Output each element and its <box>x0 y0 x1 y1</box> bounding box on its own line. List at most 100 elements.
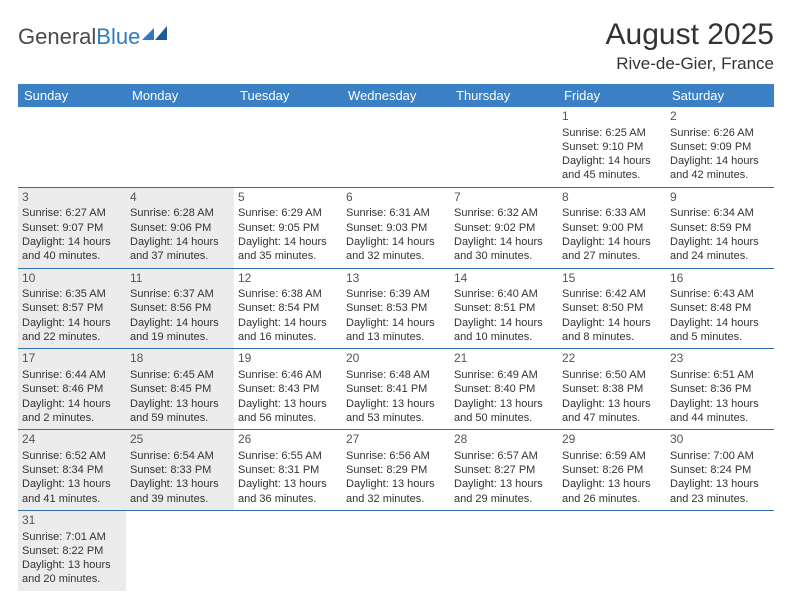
day-number: 22 <box>562 351 662 367</box>
calendar-cell: 30Sunrise: 7:00 AMSunset: 8:24 PMDayligh… <box>666 430 774 511</box>
daylight-text: Daylight: 14 hours and 37 minutes. <box>130 235 230 264</box>
sunset-text: Sunset: 8:40 PM <box>454 382 554 396</box>
sunset-text: Sunset: 8:36 PM <box>670 382 770 396</box>
weekday-header: Friday <box>558 84 666 107</box>
daylight-text: Daylight: 13 hours and 20 minutes. <box>22 558 122 587</box>
daylight-text: Daylight: 13 hours and 32 minutes. <box>346 477 446 506</box>
weekday-header-row: SundayMondayTuesdayWednesdayThursdayFrid… <box>18 84 774 107</box>
sunrise-text: Sunrise: 6:38 AM <box>238 287 338 301</box>
daylight-text: Daylight: 14 hours and 5 minutes. <box>670 316 770 345</box>
sunset-text: Sunset: 8:51 PM <box>454 301 554 315</box>
day-number: 9 <box>670 190 770 206</box>
sunset-text: Sunset: 9:10 PM <box>562 140 662 154</box>
daylight-text: Daylight: 13 hours and 39 minutes. <box>130 477 230 506</box>
daylight-text: Daylight: 13 hours and 47 minutes. <box>562 397 662 426</box>
sunset-text: Sunset: 9:06 PM <box>130 221 230 235</box>
sunset-text: Sunset: 8:27 PM <box>454 463 554 477</box>
daylight-text: Daylight: 14 hours and 13 minutes. <box>346 316 446 345</box>
calendar-cell: 20Sunrise: 6:48 AMSunset: 8:41 PMDayligh… <box>342 349 450 430</box>
calendar-cell: 22Sunrise: 6:50 AMSunset: 8:38 PMDayligh… <box>558 349 666 430</box>
sunset-text: Sunset: 8:34 PM <box>22 463 122 477</box>
day-number: 10 <box>22 271 122 287</box>
day-number: 29 <box>562 432 662 448</box>
sunrise-text: Sunrise: 6:49 AM <box>454 368 554 382</box>
day-number: 19 <box>238 351 338 367</box>
day-number: 1 <box>562 109 662 125</box>
sunset-text: Sunset: 8:46 PM <box>22 382 122 396</box>
sunset-text: Sunset: 8:24 PM <box>670 463 770 477</box>
daylight-text: Daylight: 14 hours and 8 minutes. <box>562 316 662 345</box>
day-number: 12 <box>238 271 338 287</box>
sunrise-text: Sunrise: 6:29 AM <box>238 206 338 220</box>
sunrise-text: Sunrise: 6:45 AM <box>130 368 230 382</box>
sunset-text: Sunset: 8:50 PM <box>562 301 662 315</box>
day-number: 6 <box>346 190 446 206</box>
sunrise-text: Sunrise: 6:48 AM <box>346 368 446 382</box>
day-number: 27 <box>346 432 446 448</box>
sunset-text: Sunset: 9:05 PM <box>238 221 338 235</box>
logo-text-general: General <box>18 24 96 50</box>
calendar-cell: 28Sunrise: 6:57 AMSunset: 8:27 PMDayligh… <box>450 430 558 511</box>
calendar-cell: 19Sunrise: 6:46 AMSunset: 8:43 PMDayligh… <box>234 349 342 430</box>
logo-text-blue: Blue <box>96 24 140 50</box>
sunset-text: Sunset: 9:03 PM <box>346 221 446 235</box>
calendar-row: 10Sunrise: 6:35 AMSunset: 8:57 PMDayligh… <box>18 268 774 349</box>
calendar-cell: 27Sunrise: 6:56 AMSunset: 8:29 PMDayligh… <box>342 430 450 511</box>
weekday-header: Sunday <box>18 84 126 107</box>
calendar-cell: 25Sunrise: 6:54 AMSunset: 8:33 PMDayligh… <box>126 430 234 511</box>
calendar-cell-empty <box>18 107 126 187</box>
calendar-cell: 26Sunrise: 6:55 AMSunset: 8:31 PMDayligh… <box>234 430 342 511</box>
daylight-text: Daylight: 13 hours and 29 minutes. <box>454 477 554 506</box>
daylight-text: Daylight: 14 hours and 45 minutes. <box>562 154 662 183</box>
daylight-text: Daylight: 13 hours and 59 minutes. <box>130 397 230 426</box>
day-number: 23 <box>670 351 770 367</box>
daylight-text: Daylight: 13 hours and 23 minutes. <box>670 477 770 506</box>
sunset-text: Sunset: 9:09 PM <box>670 140 770 154</box>
sunrise-text: Sunrise: 6:33 AM <box>562 206 662 220</box>
day-number: 28 <box>454 432 554 448</box>
sunrise-text: Sunrise: 6:35 AM <box>22 287 122 301</box>
sunset-text: Sunset: 8:38 PM <box>562 382 662 396</box>
weekday-header: Thursday <box>450 84 558 107</box>
sunset-text: Sunset: 8:56 PM <box>130 301 230 315</box>
day-number: 18 <box>130 351 230 367</box>
calendar-cell: 24Sunrise: 6:52 AMSunset: 8:34 PMDayligh… <box>18 430 126 511</box>
sunset-text: Sunset: 8:45 PM <box>130 382 230 396</box>
calendar-cell: 15Sunrise: 6:42 AMSunset: 8:50 PMDayligh… <box>558 268 666 349</box>
calendar-cell: 17Sunrise: 6:44 AMSunset: 8:46 PMDayligh… <box>18 349 126 430</box>
daylight-text: Daylight: 14 hours and 32 minutes. <box>346 235 446 264</box>
calendar-table: SundayMondayTuesdayWednesdayThursdayFrid… <box>18 84 774 591</box>
calendar-cell: 29Sunrise: 6:59 AMSunset: 8:26 PMDayligh… <box>558 430 666 511</box>
calendar-cell: 3Sunrise: 6:27 AMSunset: 9:07 PMDaylight… <box>18 187 126 268</box>
calendar-cell-empty <box>666 510 774 590</box>
daylight-text: Daylight: 14 hours and 35 minutes. <box>238 235 338 264</box>
calendar-cell: 2Sunrise: 6:26 AMSunset: 9:09 PMDaylight… <box>666 107 774 187</box>
calendar-row: 3Sunrise: 6:27 AMSunset: 9:07 PMDaylight… <box>18 187 774 268</box>
day-number: 16 <box>670 271 770 287</box>
sunrise-text: Sunrise: 6:37 AM <box>130 287 230 301</box>
calendar-cell: 14Sunrise: 6:40 AMSunset: 8:51 PMDayligh… <box>450 268 558 349</box>
daylight-text: Daylight: 14 hours and 24 minutes. <box>670 235 770 264</box>
calendar-cell-empty <box>450 510 558 590</box>
daylight-text: Daylight: 14 hours and 22 minutes. <box>22 316 122 345</box>
daylight-text: Daylight: 13 hours and 41 minutes. <box>22 477 122 506</box>
calendar-cell: 11Sunrise: 6:37 AMSunset: 8:56 PMDayligh… <box>126 268 234 349</box>
calendar-cell: 8Sunrise: 6:33 AMSunset: 9:00 PMDaylight… <box>558 187 666 268</box>
day-number: 13 <box>346 271 446 287</box>
calendar-cell-empty <box>558 510 666 590</box>
day-number: 25 <box>130 432 230 448</box>
calendar-row: 24Sunrise: 6:52 AMSunset: 8:34 PMDayligh… <box>18 430 774 511</box>
calendar-cell: 16Sunrise: 6:43 AMSunset: 8:48 PMDayligh… <box>666 268 774 349</box>
day-number: 30 <box>670 432 770 448</box>
sunrise-text: Sunrise: 6:40 AM <box>454 287 554 301</box>
title-block: August 2025 Rive-de-Gier, France <box>606 18 774 74</box>
day-number: 7 <box>454 190 554 206</box>
weekday-header: Tuesday <box>234 84 342 107</box>
daylight-text: Daylight: 13 hours and 56 minutes. <box>238 397 338 426</box>
day-number: 31 <box>22 513 122 529</box>
daylight-text: Daylight: 13 hours and 50 minutes. <box>454 397 554 426</box>
sunset-text: Sunset: 8:43 PM <box>238 382 338 396</box>
sunrise-text: Sunrise: 7:00 AM <box>670 449 770 463</box>
daylight-text: Daylight: 14 hours and 42 minutes. <box>670 154 770 183</box>
calendar-cell: 31Sunrise: 7:01 AMSunset: 8:22 PMDayligh… <box>18 510 126 590</box>
